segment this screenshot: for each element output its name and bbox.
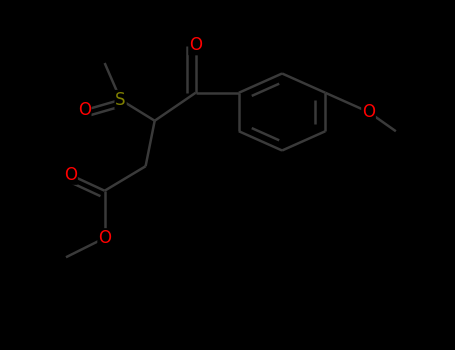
- Text: O: O: [64, 166, 77, 184]
- Text: O: O: [189, 36, 202, 55]
- Text: O: O: [362, 103, 375, 121]
- Text: O: O: [98, 229, 111, 247]
- Text: S: S: [115, 91, 126, 109]
- Text: O: O: [78, 101, 91, 119]
